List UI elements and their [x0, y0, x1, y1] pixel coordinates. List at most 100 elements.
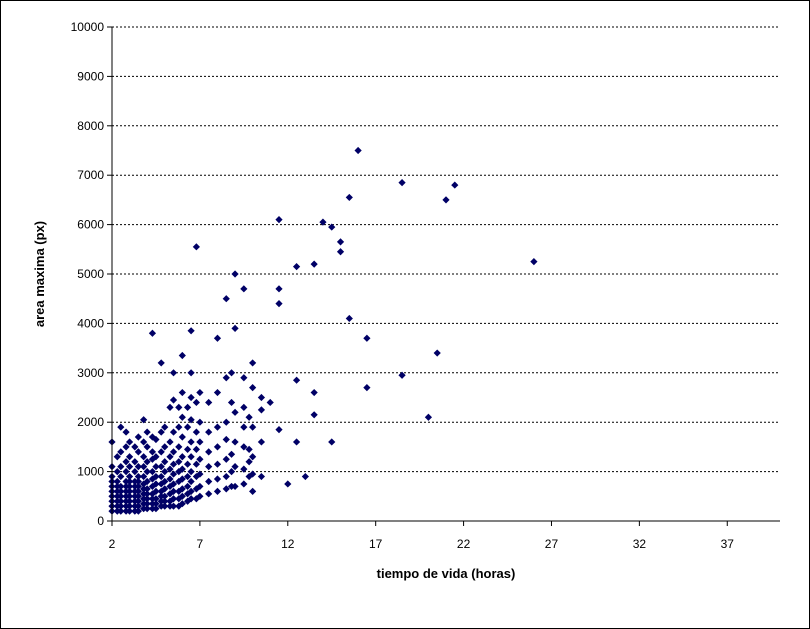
- data-point: [117, 492, 125, 500]
- y-tick-label: 8000: [77, 119, 104, 133]
- data-point: [117, 448, 125, 456]
- data-point: [175, 477, 183, 486]
- data-point: [148, 482, 157, 491]
- data-point: [143, 485, 151, 493]
- data-point: [213, 475, 222, 483]
- data-point: [178, 465, 186, 473]
- data-point: [196, 438, 204, 446]
- data-point: [117, 497, 125, 505]
- data-point: [227, 369, 236, 377]
- data-point: [433, 349, 441, 357]
- data-point: [134, 502, 142, 510]
- data-point: [213, 487, 222, 495]
- data-point: [152, 505, 160, 513]
- data-point: [161, 458, 169, 466]
- data-point: [245, 413, 253, 421]
- data-point: [113, 453, 121, 461]
- data-point: [222, 374, 230, 382]
- data-point: [183, 460, 192, 468]
- data-point: [310, 411, 318, 419]
- data-point: [222, 295, 230, 303]
- y-tick-label: 9000: [77, 69, 104, 83]
- data-point: [424, 413, 433, 421]
- data-point: [249, 423, 257, 431]
- data-point: [231, 463, 239, 471]
- data-point: [125, 492, 134, 500]
- data-point: [187, 468, 195, 476]
- data-point: [213, 460, 222, 468]
- data-point: [442, 196, 450, 204]
- data-point: [125, 507, 134, 515]
- data-point: [140, 463, 148, 471]
- y-tick-label: 0: [97, 514, 104, 528]
- data-point: [227, 450, 236, 458]
- x-axis-title: tiempo de vida (horas): [377, 566, 516, 581]
- data-point: [205, 448, 213, 456]
- data-point: [213, 443, 222, 451]
- data-point: [222, 455, 230, 463]
- data-point: [205, 477, 213, 486]
- data-point: [187, 495, 195, 503]
- y-axis-title: area maxima (px): [32, 221, 47, 327]
- data-point: [245, 472, 253, 481]
- data-point: [117, 507, 125, 515]
- data-point: [222, 435, 230, 444]
- data-point: [231, 324, 239, 332]
- data-point: [175, 423, 183, 431]
- data-point: [148, 448, 157, 456]
- data-point: [196, 388, 204, 397]
- data-point: [157, 359, 165, 367]
- data-point: [187, 369, 195, 377]
- data-point: [134, 482, 142, 491]
- data-point: [143, 443, 151, 451]
- data-point: [231, 270, 239, 278]
- data-point: [319, 218, 327, 226]
- data-point: [113, 468, 121, 476]
- data-point: [134, 497, 142, 505]
- data-point: [143, 495, 151, 503]
- data-point: [257, 472, 266, 481]
- data-point: [178, 413, 186, 421]
- data-point: [143, 505, 151, 513]
- data-point: [152, 480, 160, 488]
- data-point: [192, 460, 200, 468]
- data-point: [240, 403, 248, 411]
- data-point: [166, 482, 174, 491]
- x-tick-label: 12: [281, 537, 295, 551]
- data-point: [122, 443, 130, 451]
- data-point: [161, 443, 169, 451]
- data-point: [131, 468, 139, 476]
- data-point: [178, 485, 186, 493]
- data-point: [310, 260, 318, 268]
- x-tick-label: 22: [457, 537, 471, 551]
- data-point: [148, 475, 157, 483]
- data-point: [183, 482, 192, 491]
- data-point: [213, 334, 222, 342]
- data-point: [231, 438, 239, 446]
- data-point: [275, 426, 283, 434]
- data-point: [169, 369, 178, 377]
- data-point: [152, 453, 160, 461]
- data-point: [125, 497, 134, 505]
- y-tick-label: 2000: [77, 415, 104, 429]
- data-point: [266, 398, 274, 407]
- data-point: [178, 492, 186, 500]
- data-point: [178, 433, 186, 441]
- data-point: [152, 495, 160, 503]
- data-point: [301, 472, 309, 481]
- data-point: [240, 423, 248, 431]
- gridlines: [112, 26, 780, 473]
- y-tick-label: 3000: [77, 366, 104, 380]
- data-point: [205, 490, 213, 498]
- data-point: [213, 423, 222, 431]
- data-point: [275, 285, 283, 293]
- data-point: [140, 453, 148, 461]
- data-point: [161, 477, 169, 486]
- data-point: [187, 416, 195, 424]
- data-point: [117, 472, 125, 481]
- data-point: [183, 445, 192, 453]
- data-point: [122, 458, 130, 466]
- data-point: [196, 418, 204, 426]
- data-point: [222, 472, 230, 481]
